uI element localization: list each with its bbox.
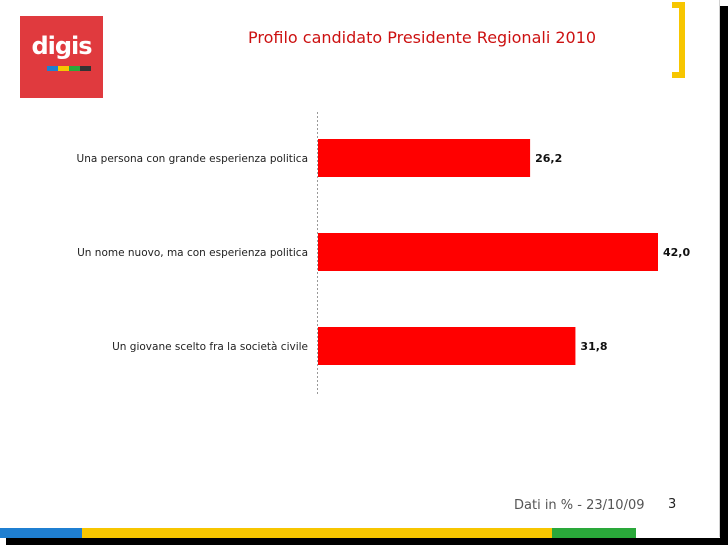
logo-stripe-dark bbox=[80, 66, 91, 71]
logo-stripe-yellow bbox=[58, 66, 69, 71]
logo-stripe-blue bbox=[47, 66, 58, 71]
logo-text: digis bbox=[31, 32, 92, 60]
data-label-3: 31,8 bbox=[580, 340, 607, 353]
chart-title: Profilo candidato Presidente Regionali 2… bbox=[248, 28, 597, 47]
category-label-2: Un nome nuovo, ma con esperienza politic… bbox=[77, 247, 308, 259]
bar-chart: Una persona con grande esperienza politi… bbox=[77, 112, 690, 395]
page-number: 3 bbox=[668, 497, 677, 512]
bottom-bar-green bbox=[552, 528, 636, 538]
logo-stripe-green bbox=[69, 66, 80, 71]
slide-shadow-right bbox=[720, 6, 728, 545]
bracket-decoration bbox=[672, 2, 685, 78]
bottom-bar-blue bbox=[0, 528, 82, 538]
category-label-1: Una persona con grande esperienza politi… bbox=[77, 153, 308, 165]
category-label-3: Un giovane scelto fra la società civile bbox=[112, 341, 308, 353]
bar-3 bbox=[318, 327, 576, 365]
bottom-color-bar bbox=[0, 528, 636, 538]
bar-2 bbox=[318, 233, 658, 271]
bottom-bar-yellow bbox=[82, 528, 552, 538]
bar-1 bbox=[318, 139, 531, 177]
slide-shadow-bottom bbox=[6, 538, 728, 545]
slide: digis Profilo candidato Presidente Regio… bbox=[0, 0, 720, 538]
digis-logo: digis bbox=[20, 16, 103, 98]
logo-stripes bbox=[47, 66, 91, 71]
data-label-1: 26,2 bbox=[535, 152, 562, 165]
data-label-2: 42,0 bbox=[663, 246, 690, 259]
footer-note: Dati in % - 23/10/09 bbox=[514, 498, 645, 513]
